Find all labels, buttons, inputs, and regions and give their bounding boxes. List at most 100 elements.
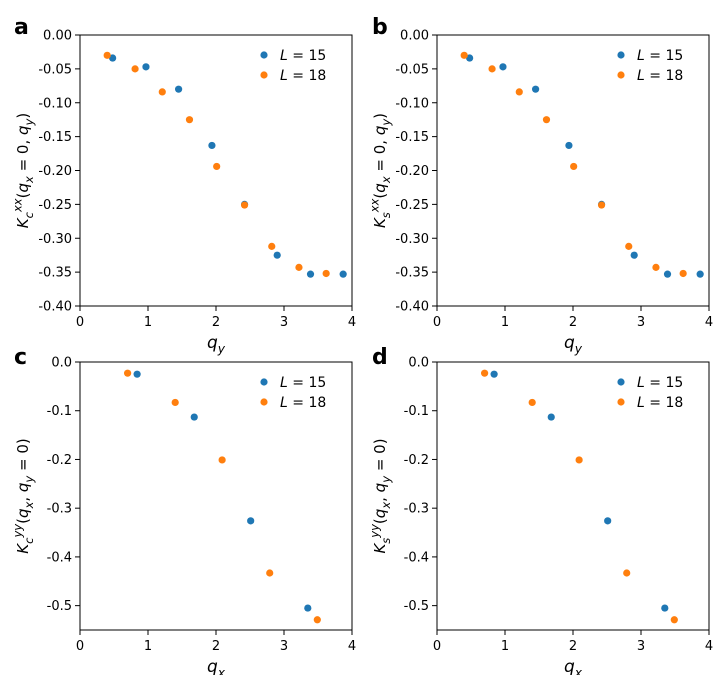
data-point-L18 (488, 65, 496, 73)
legend-label: L = 15 (637, 48, 683, 64)
panel-letter: a (14, 15, 29, 40)
x-tick-label: 2 (212, 639, 220, 654)
y-tick-label: 0.00 (43, 29, 72, 44)
legend-marker (260, 378, 268, 386)
panel-letter: d (372, 345, 388, 370)
data-point-L15 (273, 251, 281, 259)
data-point-L18 (597, 201, 606, 209)
data-point-L18 (266, 569, 274, 577)
y-tick-label: -0.3 (404, 502, 429, 517)
data-point-L15 (109, 54, 117, 62)
legend-label: L = 15 (637, 375, 683, 391)
y-tick-label: -0.05 (395, 62, 429, 77)
legend-label: L = 15 (280, 48, 326, 64)
data-point-L18 (158, 88, 166, 96)
y-tick-label: -0.05 (38, 62, 72, 77)
data-point-L18 (515, 88, 523, 96)
legend-label: L = 18 (280, 68, 326, 84)
data-point-L18 (131, 65, 139, 73)
y-tick-label: -0.3 (47, 502, 72, 517)
data-point-L15 (663, 270, 672, 278)
data-point-L15 (630, 251, 638, 259)
x-axis-label: qy (207, 333, 226, 356)
legend-marker (260, 398, 268, 406)
data-point-L15 (604, 517, 612, 525)
data-point-L15 (661, 604, 669, 612)
y-tick-label: -0.35 (395, 266, 429, 281)
data-point-L18 (623, 569, 631, 577)
panel-letter: c (14, 345, 27, 370)
data-point-L18 (542, 116, 551, 124)
panel-a: a 0 1 2 3 4 0.00 -0.05 -0.10 -0.15 -0.20 -0.25 -0.30… (11, 15, 357, 356)
y-tick-label: -0.5 (47, 599, 72, 614)
panel-b: b 0 1 2 3 4 0.00 -0.05 -0.10 -0.15 -0.20 -0.25 -0.30… (368, 15, 714, 356)
y-tick-label: -0.10 (38, 96, 72, 111)
panel-c: c 0 1 2 3 4 0.0 -0.1 -0.2 -0.3 -0.4 -0.5 qx Kcyy(qx, … (11, 345, 357, 675)
y-tick-label: -0.5 (404, 599, 429, 614)
legend-label: L = 15 (280, 375, 326, 391)
x-tick-label: 3 (637, 315, 645, 330)
y-axis-label: Ksxx(qx = 0, qy) (368, 113, 393, 228)
legend-marker (260, 71, 268, 79)
data-point-L15 (547, 413, 555, 421)
x-tick-label: 3 (280, 315, 288, 330)
data-point-L18 (460, 51, 468, 59)
y-tick-label: -0.25 (395, 198, 429, 213)
data-point-L18 (481, 369, 489, 377)
data-point-L15 (142, 63, 150, 71)
data-point-L15 (133, 370, 141, 378)
data-point-L18 (322, 269, 330, 278)
y-tick-label: -0.2 (404, 453, 429, 468)
data-point-L15 (190, 413, 198, 421)
data-point-L18 (313, 616, 321, 624)
y-tick-label: -0.40 (395, 300, 429, 315)
x-tick-label: 1 (501, 639, 509, 654)
x-tick-label: 4 (348, 639, 356, 654)
y-tick-label: -0.25 (38, 198, 72, 213)
x-tick-label: 4 (348, 315, 356, 330)
data-point-L15 (247, 517, 255, 525)
data-point-L18 (124, 369, 132, 377)
legend-marker (260, 51, 268, 59)
data-point-L18 (295, 263, 303, 271)
panel-letter: b (372, 15, 388, 40)
legend-marker (617, 71, 625, 79)
data-point-L15 (490, 370, 498, 378)
y-tick-label: -0.2 (47, 453, 72, 468)
data-point-L18 (213, 162, 221, 171)
y-axis-label: Ksyy(qx, qy = 0) (368, 438, 393, 553)
y-tick-label: -0.15 (395, 130, 429, 145)
y-axis-label: Kcxx(qx = 0, qy) (11, 113, 36, 228)
y-tick-label: -0.20 (38, 164, 72, 179)
data-point-L18 (240, 201, 249, 209)
y-tick-label: -0.1 (47, 404, 72, 419)
data-point-L18 (185, 116, 194, 124)
data-point-L15 (499, 63, 507, 71)
y-tick-label: -0.1 (404, 404, 429, 419)
legend-label: L = 18 (280, 395, 326, 411)
x-tick-label: 0 (76, 315, 84, 330)
x-tick-label: 0 (76, 639, 84, 654)
data-point-L18 (652, 263, 660, 271)
legend-marker (617, 378, 625, 386)
y-tick-label: -0.4 (404, 550, 429, 565)
x-axis-label: qy (564, 333, 583, 356)
data-point-L18 (679, 269, 687, 278)
legend-marker (617, 51, 625, 59)
legend-marker (617, 398, 625, 406)
data-point-L18 (268, 242, 276, 250)
x-tick-label: 1 (501, 315, 509, 330)
x-axis-label: qx (564, 657, 583, 675)
x-axis-label: qx (207, 657, 226, 675)
data-point-L15 (208, 141, 216, 150)
x-tick-label: 0 (433, 315, 441, 330)
x-tick-label: 3 (280, 639, 288, 654)
x-tick-label: 4 (705, 315, 713, 330)
data-point-L15 (696, 270, 704, 278)
data-point-L15 (339, 270, 347, 278)
data-point-L15 (306, 270, 315, 278)
x-tick-label: 2 (212, 315, 220, 330)
y-tick-label: -0.20 (395, 164, 429, 179)
legend-label: L = 18 (637, 395, 683, 411)
